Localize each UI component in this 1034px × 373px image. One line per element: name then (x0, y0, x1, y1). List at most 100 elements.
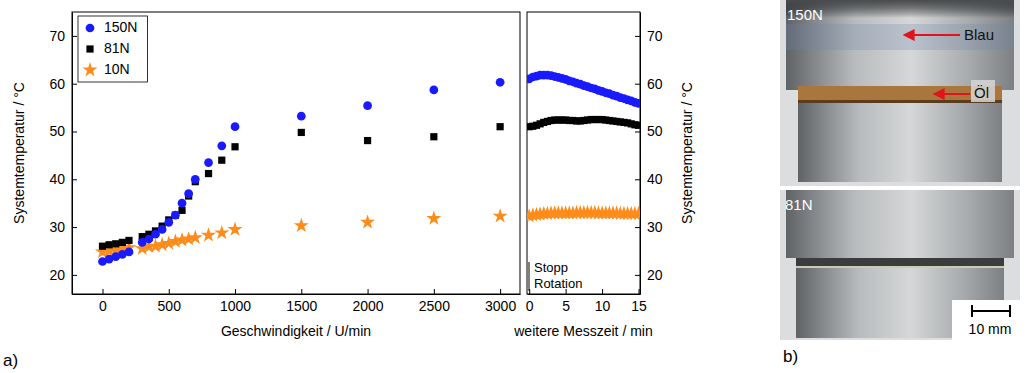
scale-bar-label: 10 mm (969, 321, 1012, 337)
data-point (496, 78, 505, 87)
tick-label: 2000 (352, 298, 383, 314)
legend-marker (82, 62, 97, 76)
tick-label: 0 (99, 298, 107, 314)
tick-label: 1500 (286, 298, 317, 314)
data-point (634, 99, 640, 108)
photo: 150NBlauÖl (780, 0, 1020, 186)
data-point (201, 227, 216, 241)
tick: 10 (595, 289, 611, 314)
tick: 40 (635, 171, 663, 187)
tick: 20 (49, 267, 77, 283)
tick-label: 20 (647, 267, 663, 283)
tick-label: 20 (49, 267, 65, 283)
tick-label: 60 (647, 76, 663, 92)
plot-frame (527, 12, 640, 294)
tick-mark (500, 289, 501, 294)
tick: 30 (635, 219, 663, 235)
x-axis-title: weitere Messzeit / min (513, 323, 652, 339)
tick-mark (102, 289, 103, 294)
data-point (112, 240, 119, 247)
tick-label: 10 (595, 298, 611, 314)
annotation-line (529, 262, 530, 291)
data-point (218, 157, 225, 164)
series (527, 71, 640, 108)
tick-mark (169, 289, 170, 294)
tick-label: 70 (49, 28, 65, 44)
scale-bar (972, 305, 1010, 317)
tick-label: 500 (158, 298, 182, 314)
tick-mark (434, 289, 435, 294)
data-point (188, 230, 203, 244)
tick-mark (635, 36, 640, 37)
data-point (426, 211, 441, 225)
x-axis-title: Geschwindigkeit / U/min (221, 323, 371, 339)
ring-upper-shade (786, 0, 1014, 90)
tick-mark (368, 289, 369, 294)
data-point (631, 206, 640, 220)
data-point (360, 214, 375, 228)
axis: 203040506070 (49, 13, 77, 295)
tick-label: 30 (647, 219, 663, 235)
tick-mark (235, 289, 236, 294)
tick: 1500 (286, 289, 317, 314)
axis-line (528, 294, 641, 295)
y-axis-title: Systemtemperatur / °C (11, 82, 27, 224)
series (527, 205, 640, 223)
legend: 150N81N10N (78, 16, 147, 82)
series (95, 208, 508, 258)
data-point (214, 225, 229, 239)
legend-frame (78, 16, 147, 82)
data-point (164, 218, 173, 227)
annotation: StoppRotation (534, 260, 582, 291)
photo-annotation: Blau (964, 26, 994, 43)
data-point (125, 237, 132, 244)
tick-mark (635, 275, 640, 276)
arrow (935, 93, 970, 95)
tick-mark (72, 275, 77, 276)
data-point (294, 218, 309, 232)
groove-light (796, 266, 1004, 268)
data-point (364, 137, 371, 144)
series (527, 116, 640, 130)
tick: 60 (49, 76, 77, 92)
tick: 70 (49, 28, 77, 44)
legend-label: 10N (104, 61, 130, 77)
data-point (106, 241, 113, 248)
legend-marker (86, 45, 93, 52)
data-point (178, 207, 185, 214)
tick-mark (72, 179, 77, 180)
tick-label: 15 (631, 298, 647, 314)
tick-mark (635, 84, 640, 85)
plot-frame (72, 12, 520, 294)
tick-label: 50 (49, 123, 65, 139)
tick: 2500 (419, 289, 450, 314)
tick: 20 (635, 267, 663, 283)
photo-background (780, 0, 1020, 186)
photo-label: 81N (785, 196, 813, 213)
y-axis-title: Systemtemperatur / °C (679, 82, 695, 224)
tick: 15 (631, 289, 647, 314)
plot-area (527, 71, 640, 223)
chart-panel: 051015203040506070weitere Messzeit / min… (513, 12, 694, 339)
tick: 3000 (485, 289, 516, 314)
data-point (99, 243, 106, 250)
axis: 203040506070 (635, 13, 663, 295)
tick-mark (72, 36, 77, 37)
series (98, 78, 504, 266)
ring-upper (786, 190, 1014, 258)
tick-mark (635, 179, 640, 180)
ring-lower (798, 100, 1002, 182)
data-point (635, 122, 640, 129)
data-point (231, 122, 240, 131)
scale-bar-background (952, 300, 1028, 340)
tick-mark (72, 131, 77, 132)
tick-mark (72, 84, 77, 85)
data-point (178, 199, 187, 208)
chart-panel: 050010001500200025003000203040506070Gesc… (11, 12, 521, 339)
axis-line (72, 13, 73, 295)
tick-label: 50 (647, 123, 663, 139)
data-point (172, 212, 179, 219)
tick: 500 (158, 289, 182, 314)
tick-mark (301, 289, 302, 294)
photo-annotation: Öl (974, 84, 989, 101)
